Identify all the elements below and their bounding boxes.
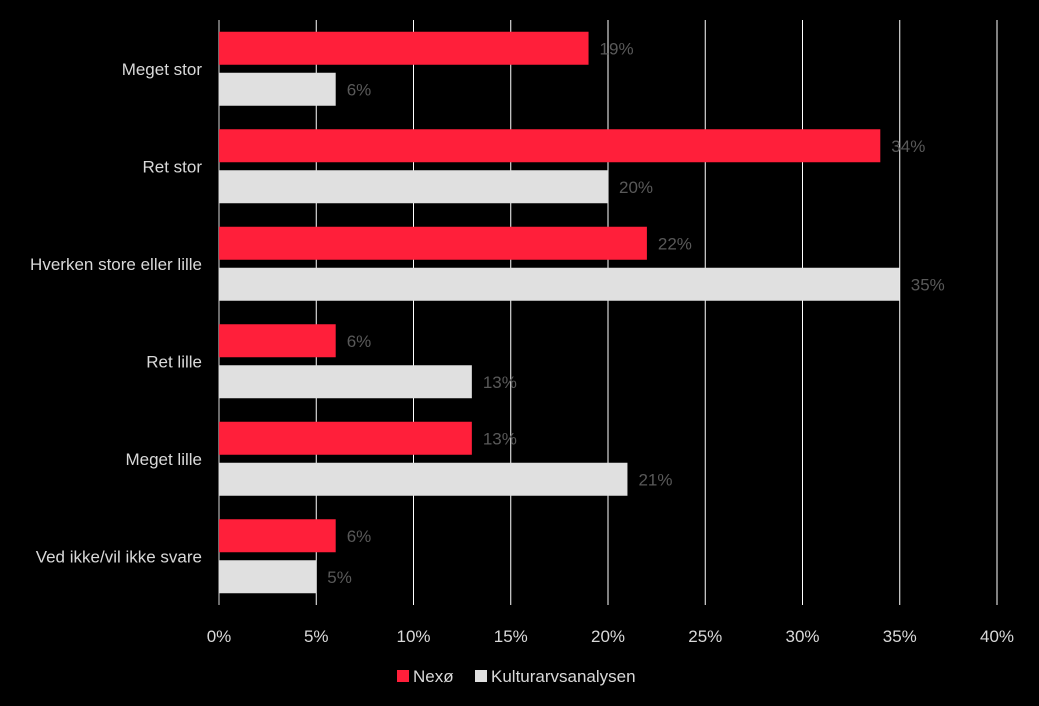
- x-tick-label: 10%: [396, 627, 430, 646]
- bar-nexo-0: [219, 31, 589, 65]
- data-label: 6%: [347, 527, 372, 546]
- bar-kulturarvsanalysen-5: [219, 560, 317, 594]
- category-label: Meget stor: [122, 60, 203, 79]
- legend-label-kulturarvsanalysen: Kulturarvsanalysen: [491, 667, 636, 686]
- data-label: 21%: [638, 470, 672, 489]
- x-tick-label: 0%: [207, 627, 232, 646]
- legend-swatch-kulturarvsanalysen: [475, 670, 487, 682]
- category-label: Ret lille: [146, 352, 202, 371]
- bar-kulturarvsanalysen-4: [219, 462, 628, 496]
- category-label: Hverken store eller lille: [30, 255, 202, 274]
- x-tick-label: 5%: [304, 627, 329, 646]
- data-label: 35%: [911, 275, 945, 294]
- bar-nexo-1: [219, 129, 881, 163]
- data-label: 13%: [483, 429, 517, 448]
- bar-nexo-5: [219, 519, 336, 553]
- grid-lines: [218, 20, 998, 605]
- data-label: 13%: [483, 373, 517, 392]
- category-label: Ret stor: [142, 157, 202, 176]
- x-tick-label: 35%: [883, 627, 917, 646]
- bars: [219, 31, 900, 594]
- x-axis-tick-labels: 0% 5% 10% 15% 20% 25% 30% 35% 40%: [207, 627, 1014, 646]
- data-label: 6%: [347, 332, 372, 351]
- x-tick-label: 30%: [785, 627, 819, 646]
- bar-kulturarvsanalysen-1: [219, 170, 608, 204]
- x-tick-label: 15%: [494, 627, 528, 646]
- bar-kulturarvsanalysen-0: [219, 72, 336, 106]
- x-tick-label: 20%: [591, 627, 625, 646]
- legend-label-nexo: Nexø: [413, 667, 454, 686]
- data-label: 22%: [658, 234, 692, 253]
- x-tick-label: 40%: [980, 627, 1014, 646]
- bar-nexo-2: [219, 226, 647, 260]
- bar-kulturarvsanalysen-3: [219, 365, 472, 399]
- category-label: Ved ikke/vil ikke svare: [36, 547, 202, 566]
- data-label: 5%: [327, 568, 352, 587]
- category-label: Meget lille: [125, 450, 202, 469]
- x-tick-label: 25%: [688, 627, 722, 646]
- bar-kulturarvsanalysen-2: [219, 267, 900, 301]
- legend-swatch-nexo: [397, 670, 409, 682]
- data-label: 20%: [619, 178, 653, 197]
- category-labels: Meget stor Ret stor Hverken store eller li…: [30, 60, 202, 567]
- data-label: 6%: [347, 80, 372, 99]
- bar-nexo-3: [219, 324, 336, 358]
- data-labels: 19% 6% 34% 20% 22% 35% 6% 13% 13% 21% 6% 5%: [327, 39, 945, 587]
- legend: Nexø Kulturarvsanalysen: [397, 667, 636, 686]
- data-label: 19%: [600, 39, 634, 58]
- bar-nexo-4: [219, 421, 472, 455]
- data-label: 34%: [891, 137, 925, 156]
